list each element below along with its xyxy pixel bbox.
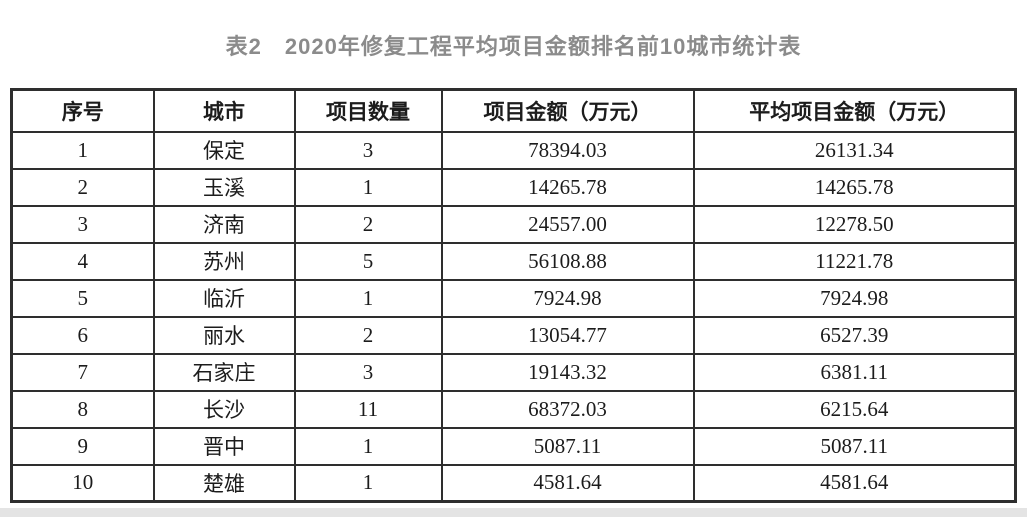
cell-project-count: 2	[293, 204, 443, 244]
cell-avg-amount: 4581.64	[692, 463, 1017, 503]
table-row: 10 楚雄 1 4581.64 4581.64	[10, 463, 1017, 503]
cell-index: 4	[10, 241, 155, 281]
cell-index: 6	[10, 315, 155, 355]
cell-project-count: 3	[293, 352, 443, 392]
column-header-project-amount: 项目金额（万元）	[440, 88, 695, 133]
cell-avg-amount: 12278.50	[692, 204, 1017, 244]
cell-project-count: 11	[293, 389, 443, 429]
column-header-city: 城市	[152, 88, 296, 133]
cell-project-count: 2	[293, 315, 443, 355]
cell-project-count: 5	[293, 241, 443, 281]
cell-city: 苏州	[152, 241, 296, 281]
cell-avg-amount: 26131.34	[692, 130, 1017, 170]
cell-index: 10	[10, 463, 155, 503]
city-statistics-table: 序号 城市 项目数量 项目金额（万元） 平均项目金额（万元） 1 保定 3 78…	[10, 88, 1017, 503]
table-header: 序号 城市 项目数量 项目金额（万元） 平均项目金额（万元）	[10, 88, 1017, 133]
cell-avg-amount: 6215.64	[692, 389, 1017, 429]
table-row: 5 临沂 1 7924.98 7924.98	[10, 278, 1017, 318]
cell-index: 5	[10, 278, 155, 318]
cell-city: 晋中	[152, 426, 296, 466]
cell-avg-amount: 14265.78	[692, 167, 1017, 207]
cell-project-amount: 78394.03	[440, 130, 695, 170]
cell-index: 1	[10, 130, 155, 170]
cell-index: 9	[10, 426, 155, 466]
cell-project-amount: 19143.32	[440, 352, 695, 392]
table-row: 6 丽水 2 13054.77 6527.39	[10, 315, 1017, 355]
cell-project-count: 1	[293, 463, 443, 503]
cell-avg-amount: 6381.11	[692, 352, 1017, 392]
cell-project-count: 3	[293, 130, 443, 170]
table-caption: 表2 2020年修复工程平均项目金额排名前10城市统计表	[225, 34, 802, 59]
cell-index: 2	[10, 167, 155, 207]
cell-city: 玉溪	[152, 167, 296, 207]
cell-index: 3	[10, 204, 155, 244]
cell-project-amount: 4581.64	[440, 463, 695, 503]
page-bottom-strip	[0, 508, 1027, 517]
column-header-project-count: 项目数量	[293, 88, 443, 133]
cell-city: 保定	[152, 130, 296, 170]
cell-city: 济南	[152, 204, 296, 244]
cell-index: 8	[10, 389, 155, 429]
cell-avg-amount: 5087.11	[692, 426, 1017, 466]
cell-project-count: 1	[293, 426, 443, 466]
cell-city: 丽水	[152, 315, 296, 355]
cell-index: 7	[10, 352, 155, 392]
cell-project-amount: 14265.78	[440, 167, 695, 207]
cell-avg-amount: 11221.78	[692, 241, 1017, 281]
cell-city: 石家庄	[152, 352, 296, 392]
cell-project-count: 1	[293, 167, 443, 207]
cell-city: 楚雄	[152, 463, 296, 503]
cell-city: 长沙	[152, 389, 296, 429]
table-row: 2 玉溪 1 14265.78 14265.78	[10, 167, 1017, 207]
header-row: 序号 城市 项目数量 项目金额（万元） 平均项目金额（万元）	[10, 88, 1017, 133]
table-row: 4 苏州 5 56108.88 11221.78	[10, 241, 1017, 281]
table-row: 1 保定 3 78394.03 26131.34	[10, 130, 1017, 170]
table-body: 1 保定 3 78394.03 26131.34 2 玉溪 1 14265.78…	[10, 130, 1017, 503]
table-row: 7 石家庄 3 19143.32 6381.11	[10, 352, 1017, 392]
cell-project-amount: 24557.00	[440, 204, 695, 244]
cell-project-amount: 5087.11	[440, 426, 695, 466]
cell-city: 临沂	[152, 278, 296, 318]
cell-project-count: 1	[293, 278, 443, 318]
cell-project-amount: 68372.03	[440, 389, 695, 429]
table-row: 8 长沙 11 68372.03 6215.64	[10, 389, 1017, 429]
cell-avg-amount: 6527.39	[692, 315, 1017, 355]
column-header-index: 序号	[10, 88, 155, 133]
cell-project-amount: 7924.98	[440, 278, 695, 318]
column-header-avg-amount: 平均项目金额（万元）	[692, 88, 1017, 133]
table-row: 9 晋中 1 5087.11 5087.11	[10, 426, 1017, 466]
cell-avg-amount: 7924.98	[692, 278, 1017, 318]
cell-project-amount: 13054.77	[440, 315, 695, 355]
cell-project-amount: 56108.88	[440, 241, 695, 281]
table-row: 3 济南 2 24557.00 12278.50	[10, 204, 1017, 244]
